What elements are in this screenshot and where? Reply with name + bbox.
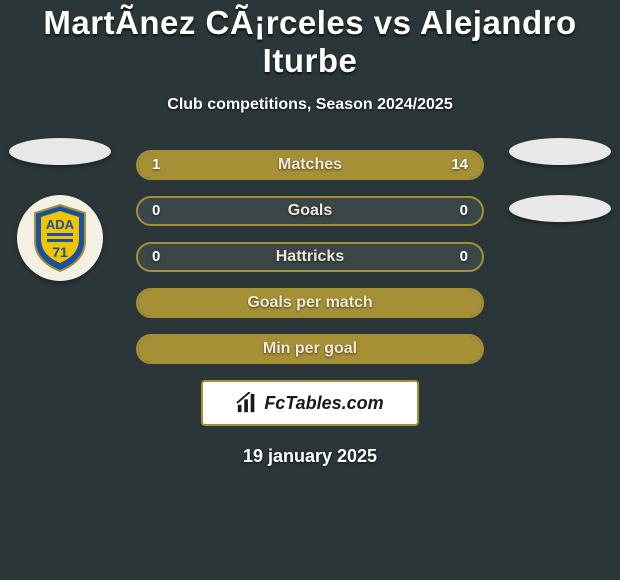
stat-label: Hattricks: [138, 244, 482, 270]
comparison-area: ADA 71 1 Matches 14 0: [0, 150, 620, 364]
shield-icon: ADA 71: [29, 203, 91, 273]
stat-label: Goals per match: [138, 290, 482, 316]
subtitle: Club competitions, Season 2024/2025: [0, 96, 620, 114]
stat-row-goals: 0 Goals 0: [136, 196, 484, 226]
stat-row-min-per-goal: Min per goal: [136, 334, 484, 364]
club-badge-left: ADA 71: [17, 195, 103, 281]
player-photo-placeholder-left: [9, 138, 111, 165]
stat-row-hattricks: 0 Hattricks 0: [136, 242, 484, 272]
stats-list: 1 Matches 14 0 Goals 0 0 Hattricks 0 G: [136, 150, 484, 364]
stat-label: Goals: [138, 198, 482, 224]
left-player-col: ADA 71: [0, 138, 120, 281]
stat-right-value: 14: [451, 152, 468, 178]
player-photo-placeholder-right-2: [509, 195, 611, 222]
fctables-watermark: FcTables.com: [201, 380, 419, 426]
date-label: 19 january 2025: [0, 446, 620, 467]
stat-label: Min per goal: [138, 336, 482, 362]
barchart-icon: [236, 392, 258, 414]
badge-bottom-text: 71: [52, 244, 68, 260]
page-title: MartÃ­nez CÃ¡rceles vs Alejandro Iturbe: [0, 4, 620, 80]
right-player-col: [500, 138, 620, 222]
stat-right-value: 0: [460, 244, 468, 270]
stat-label: Matches: [138, 152, 482, 178]
stat-row-matches: 1 Matches 14: [136, 150, 484, 180]
player-photo-placeholder-right-1: [509, 138, 611, 165]
stat-right-value: 0: [460, 198, 468, 224]
badge-top-text: ADA: [46, 217, 75, 232]
fctables-label: FcTables.com: [264, 393, 383, 414]
stat-row-goals-per-match: Goals per match: [136, 288, 484, 318]
